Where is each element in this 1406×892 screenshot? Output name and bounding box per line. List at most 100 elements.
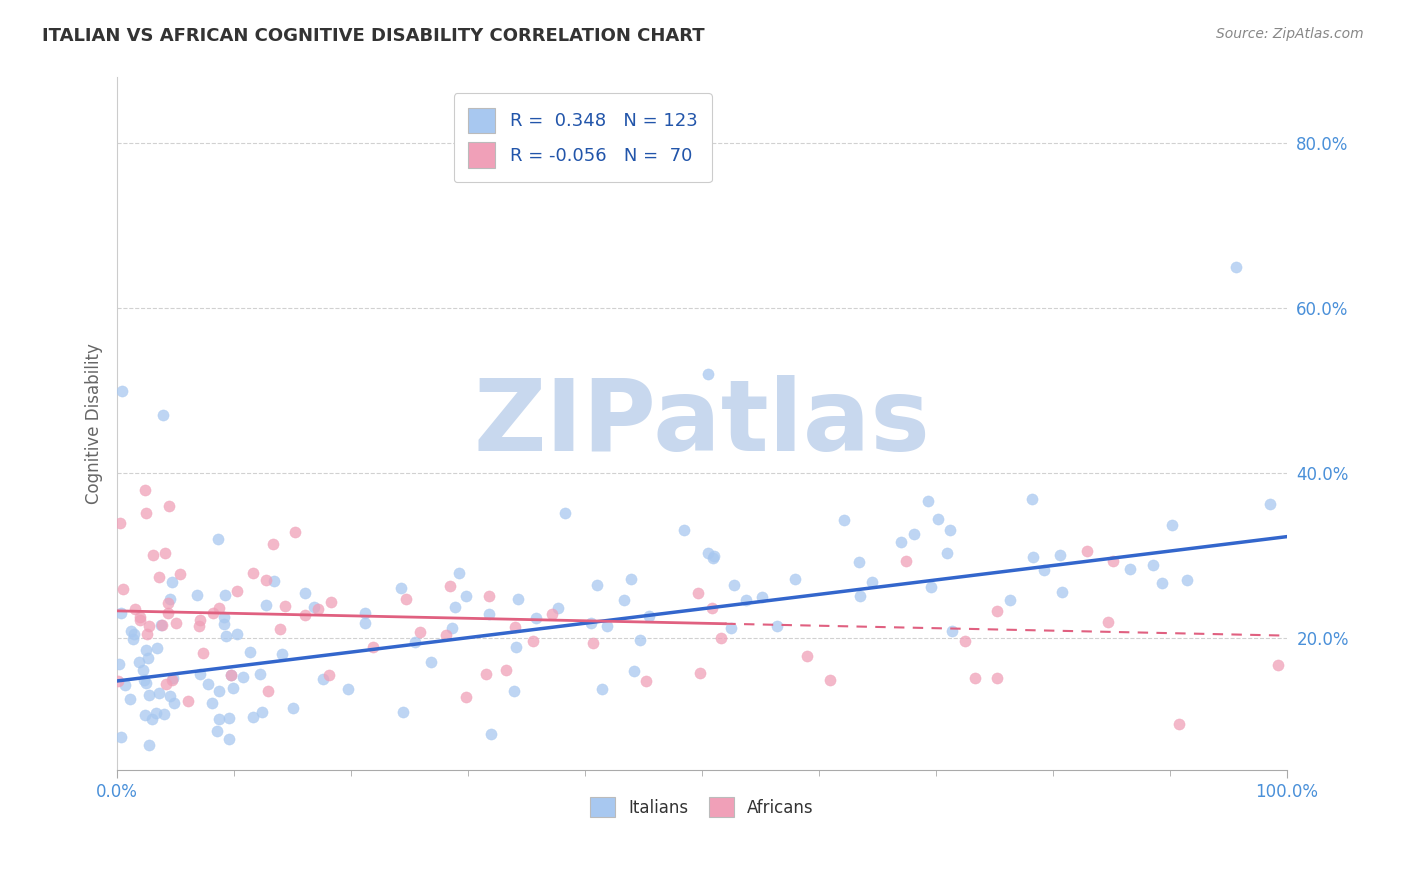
Point bbox=[751, 590, 773, 604]
Point bbox=[193, 646, 215, 660]
Point bbox=[818, 673, 841, 687]
Point bbox=[242, 710, 264, 724]
Point bbox=[723, 577, 745, 591]
Point bbox=[294, 608, 316, 623]
Point bbox=[122, 632, 145, 646]
Point bbox=[579, 615, 602, 630]
Point bbox=[832, 513, 855, 527]
Point bbox=[1076, 544, 1098, 558]
Point bbox=[136, 650, 159, 665]
Point bbox=[218, 732, 240, 747]
Point bbox=[783, 572, 806, 586]
Point bbox=[1167, 717, 1189, 731]
Point bbox=[502, 684, 524, 698]
Point bbox=[673, 524, 696, 538]
Point bbox=[710, 632, 733, 646]
Point bbox=[540, 607, 562, 621]
Point bbox=[214, 588, 236, 602]
Point bbox=[160, 673, 183, 687]
Point bbox=[312, 673, 335, 687]
Point bbox=[135, 642, 157, 657]
Point bbox=[110, 606, 132, 620]
Point bbox=[1022, 549, 1045, 564]
Point bbox=[134, 708, 156, 723]
Text: ITALIAN VS AFRICAN COGNITIVE DISABILITY CORRELATION CHART: ITALIAN VS AFRICAN COGNITIVE DISABILITY … bbox=[42, 27, 704, 45]
Point bbox=[281, 700, 304, 714]
Point bbox=[205, 724, 228, 739]
Point bbox=[153, 706, 176, 721]
Point bbox=[165, 616, 187, 631]
Point bbox=[177, 694, 200, 708]
Point bbox=[505, 640, 527, 654]
Point bbox=[963, 672, 986, 686]
Point bbox=[585, 578, 607, 592]
Point bbox=[263, 574, 285, 589]
Point bbox=[353, 615, 375, 630]
Point bbox=[111, 582, 134, 596]
Point bbox=[404, 634, 426, 648]
Point bbox=[434, 628, 457, 642]
Point bbox=[107, 673, 129, 688]
Point bbox=[197, 676, 219, 690]
Point bbox=[848, 555, 870, 569]
Point bbox=[478, 589, 501, 603]
Point bbox=[1161, 518, 1184, 533]
Point bbox=[1152, 576, 1174, 591]
Point bbox=[221, 668, 243, 682]
Point bbox=[903, 527, 925, 541]
Point bbox=[688, 586, 710, 600]
Point bbox=[439, 580, 461, 594]
Point bbox=[495, 663, 517, 677]
Point bbox=[637, 609, 659, 624]
Point bbox=[920, 580, 942, 594]
Point bbox=[1000, 592, 1022, 607]
Point bbox=[353, 606, 375, 620]
Point bbox=[107, 657, 129, 672]
Point bbox=[212, 617, 235, 632]
Y-axis label: Cognitive Disability: Cognitive Disability bbox=[86, 343, 103, 504]
Point bbox=[207, 533, 229, 547]
Point bbox=[135, 627, 157, 641]
Point bbox=[124, 602, 146, 616]
Point bbox=[735, 593, 758, 607]
Point bbox=[307, 601, 329, 615]
Point bbox=[389, 581, 412, 595]
Point bbox=[269, 622, 291, 636]
Point bbox=[696, 368, 718, 382]
Point bbox=[475, 667, 498, 681]
Point bbox=[321, 594, 343, 608]
Point bbox=[186, 588, 208, 602]
Point bbox=[612, 593, 634, 607]
Point bbox=[148, 570, 170, 584]
Point bbox=[454, 690, 477, 704]
Point bbox=[1118, 562, 1140, 576]
Point bbox=[148, 686, 170, 700]
Point bbox=[141, 712, 163, 726]
Point bbox=[1258, 497, 1281, 511]
Point bbox=[128, 656, 150, 670]
Point bbox=[146, 640, 169, 655]
Point bbox=[392, 705, 415, 719]
Point bbox=[284, 524, 307, 539]
Point bbox=[111, 384, 134, 398]
Point bbox=[274, 599, 297, 614]
Point bbox=[524, 611, 547, 625]
Point bbox=[208, 712, 231, 726]
Text: Source: ZipAtlas.com: Source: ZipAtlas.com bbox=[1216, 27, 1364, 41]
Point bbox=[409, 625, 432, 640]
Point bbox=[547, 600, 569, 615]
Point bbox=[628, 632, 651, 647]
Point bbox=[188, 666, 211, 681]
Point bbox=[1267, 657, 1289, 672]
Point bbox=[522, 634, 544, 648]
Point bbox=[252, 705, 274, 719]
Point bbox=[222, 681, 245, 696]
Point bbox=[702, 550, 724, 565]
Point bbox=[157, 596, 180, 610]
Point bbox=[132, 663, 155, 677]
Point bbox=[201, 696, 224, 710]
Point bbox=[582, 636, 605, 650]
Point bbox=[138, 619, 160, 633]
Point bbox=[129, 609, 152, 624]
Point bbox=[361, 640, 384, 655]
